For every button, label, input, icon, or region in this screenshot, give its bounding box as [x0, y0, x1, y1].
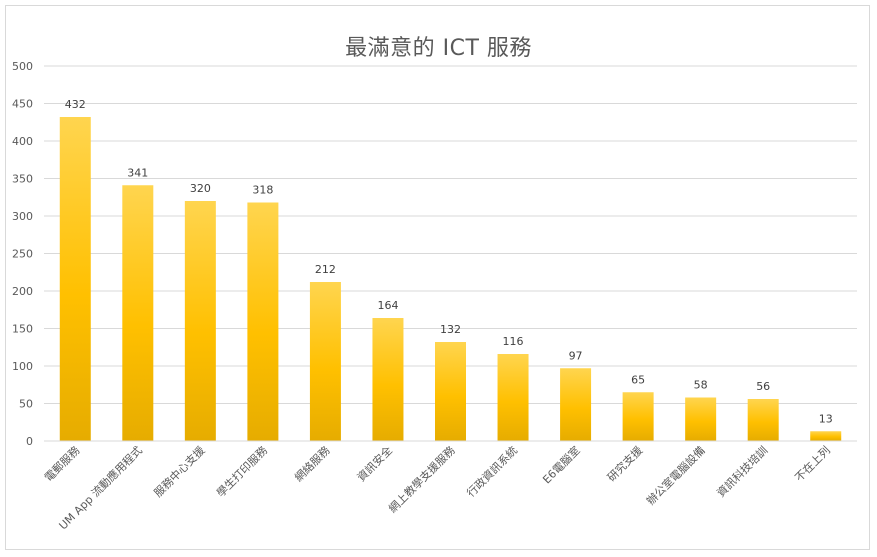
bar [747, 399, 779, 441]
data-label: 58 [694, 379, 708, 392]
y-tick-label: 100 [12, 360, 33, 373]
data-label: 212 [315, 263, 336, 276]
x-tick-label: E6電腦室 [540, 443, 583, 486]
data-label: 341 [127, 166, 148, 179]
data-label: 116 [503, 335, 524, 348]
bar [810, 431, 842, 441]
data-label: 320 [190, 182, 211, 195]
x-tick-label: 辦公室電腦設備 [643, 443, 707, 507]
x-tick-label: 資訊安全 [354, 443, 395, 484]
y-tick-label: 450 [12, 98, 33, 111]
bar [309, 282, 341, 441]
y-tick-label: 0 [26, 435, 33, 448]
bar [622, 392, 654, 441]
x-tick-label: 網絡服務 [292, 443, 333, 484]
y-tick-label: 400 [12, 135, 33, 148]
x-tick-label: 電郵服務 [41, 443, 82, 484]
x-tick-label: 研究支援 [604, 443, 645, 484]
y-tick-label: 300 [12, 210, 33, 223]
bar [497, 354, 529, 441]
bar [435, 342, 466, 441]
x-tick-label: 網上教學支援服務 [385, 443, 457, 515]
x-tick-label: 學生打印服務 [213, 443, 270, 500]
data-label: 65 [631, 373, 645, 386]
data-label: 56 [756, 380, 770, 393]
data-label: 432 [65, 98, 86, 111]
bar [685, 397, 717, 441]
bar [247, 202, 279, 441]
y-tick-label: 150 [12, 323, 33, 336]
bar [122, 185, 154, 441]
bars [59, 117, 842, 441]
data-label: 13 [819, 412, 833, 425]
y-tick-label: 250 [12, 248, 33, 261]
bar [184, 201, 216, 441]
y-tick-label: 500 [12, 60, 33, 73]
x-tick-label: 行政資訊系統 [464, 443, 521, 500]
bar [560, 368, 592, 441]
y-tick-label: 200 [12, 285, 33, 298]
x-tick-label: 不在上列 [792, 443, 833, 484]
data-labels: 432 341 320 318 212 164 132 116 97 65 58 56 13 [65, 98, 833, 425]
x-tick-label: 服務中心支援 [151, 443, 208, 500]
data-label: 318 [252, 184, 273, 197]
data-label: 164 [377, 299, 398, 312]
y-tick-label: 350 [12, 173, 33, 186]
bar [59, 117, 91, 441]
x-tick-label: 資訊科技培訓 [714, 443, 771, 500]
bar [372, 318, 404, 441]
gridlines [44, 65, 857, 442]
y-axis: 0 50 100 150 200 250 300 350 400 450 500 [12, 60, 33, 448]
chart-title: 最滿意的 ICT 服務 [345, 36, 532, 61]
data-label: 97 [569, 349, 583, 362]
y-tick-label: 50 [19, 398, 33, 411]
data-label: 132 [440, 323, 461, 336]
